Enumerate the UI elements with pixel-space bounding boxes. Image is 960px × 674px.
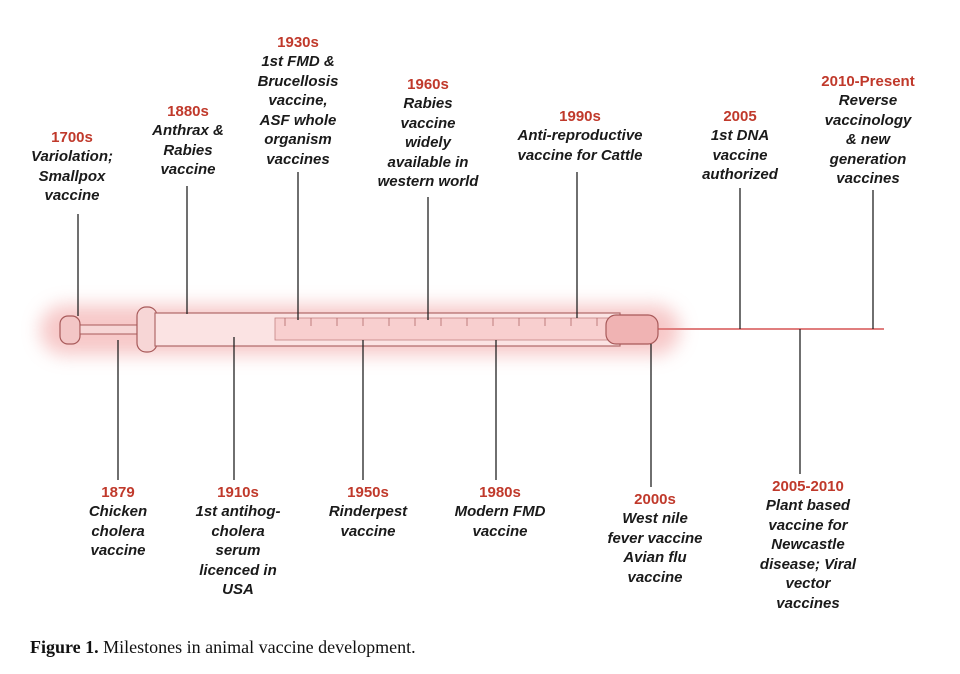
top-milestone: 2005 1st DNA vaccine authorized [702,107,778,185]
milestone-description-line: cholera [211,522,265,540]
milestone-description-line: Modern FMD [454,503,546,520]
milestone-description-line: authorized [702,166,778,183]
top-milestone: 1700s Variolation; Smallpox vaccine [31,128,113,206]
milestone-description-line: vaccine [160,161,216,178]
milestone-description-line: Newcastle [771,536,845,553]
milestone-description-line: vaccine [90,542,146,559]
milestone-description-line: vaccine [472,522,528,540]
milestone-description-line: generation [829,150,907,168]
connector-lines [77,172,874,487]
finger-flange [136,306,158,353]
bottom-milestone: 1950s Rinderpest vaccine [329,483,407,541]
bottom-milestone: 1980s Modern FMD vaccine [455,483,546,541]
milestone-description-line: Rinderpest [328,503,408,520]
milestone-description-line: Rabies [403,95,453,112]
plunger-rod [79,324,141,335]
caption-label: Figure 1. [30,637,99,657]
milestone-description-line: ASF whole [259,111,337,129]
milestone-description-line: Avian flu [623,549,687,566]
caption-text: Milestones in animal vaccine development… [103,637,416,657]
bottom-milestone: 1879 Chicken cholera vaccine [89,483,147,561]
milestone-year: 1700s [51,129,93,146]
milestone-description-line: vaccinology [824,111,912,129]
top-milestone: 1960s Rabies vaccine widely available in west… [378,75,479,192]
milestone-description-line: widely [405,134,451,151]
milestone-year: 2005 [723,108,757,125]
milestone-year: 1990s [559,108,601,125]
top-milestone: 1880s Anthrax & Rabies vaccine [152,102,224,180]
milestone-year: 1910s [217,484,259,501]
milestone-description-line: vector [785,575,831,592]
milestone-description-line: organism [264,131,332,148]
syringe-liquid [274,317,621,341]
top-milestone: 2010-Present Reverse vaccinology & new gener… [821,72,914,189]
milestone-description-line: Rabies [163,141,213,159]
milestone-description-line: vaccine [400,114,456,132]
milestone-description-line: vaccine [627,568,683,586]
milestone-description-line: vaccine for [768,516,848,534]
milestone-description-line: vaccine [712,146,768,164]
bottom-milestone: 2005-2010 Plant based vaccine for Newcastle… [760,477,856,613]
top-milestone: 1990s Anti-reproductive vaccine for Cattle [517,107,642,165]
milestone-description-line: Anti-reproductive [517,127,643,144]
figure-caption: Figure 1. Milestones in animal vaccine d… [30,637,416,658]
milestone-description-line: & new [845,131,891,148]
milestone-year: 2000s [634,491,676,508]
milestone-description-line: fever vaccine [607,529,703,547]
milestone-description-line: 1st FMD & [261,53,335,70]
plunger-thumb [59,315,81,345]
milestone-year: 1980s [479,484,521,501]
milestone-description-line: vaccine [340,522,396,540]
milestone-description-line: cholera [91,522,145,540]
milestone-year: 1950s [347,484,389,501]
milestone-description-line: vaccines [266,150,330,168]
milestone-description-line: vaccines [836,170,900,187]
milestone-description-line: Anthrax & [152,122,224,139]
milestone-description-line: licenced in [199,561,277,579]
bottom-milestone: 2000s West nile fever vaccine Avian flu vacc… [607,490,702,587]
milestone-description-line: Reverse [838,92,898,109]
milestone-description-line: Variolation; [31,148,113,165]
barrel-ticks [284,318,598,326]
milestone-description-line: available in [387,153,469,171]
milestone-description-line: Brucellosis [257,72,339,90]
milestone-description-line: vaccines [776,594,840,612]
milestone-description-line: Chicken [88,503,148,520]
milestone-description-line: disease; Viral [759,555,857,573]
milestone-year: 1879 [101,484,135,501]
top-milestone: 1930s 1st FMD & Brucellosis vaccine, ASF who… [258,33,339,169]
milestone-year: 2010-Present [821,73,915,90]
needle-hub [605,314,659,345]
milestone-year: 1930s [277,34,319,51]
milestone-description-line: serum [215,542,261,559]
milestone-description-line: vaccine [44,187,100,204]
milestone-description-line: West nile [622,510,688,527]
milestone-description-line: 1st DNA [710,127,770,144]
milestone-description-line: vaccine for Cattle [517,146,643,164]
milestone-year: 2005-2010 [772,478,844,495]
milestone-description-line: vaccine, [268,92,328,109]
milestone-year: 1960s [407,76,449,93]
bottom-milestone: 1910s 1st antihog-cholera serum licenced in… [196,483,281,600]
milestone-description-line: Smallpox [38,167,106,185]
milestone-description-line: 1st antihog- [195,503,281,520]
milestone-description-line: western world [377,173,479,190]
milestone-description-line: USA [222,581,254,598]
milestone-description-line: Plant based [765,497,851,514]
milestone-year: 1880s [167,103,209,120]
